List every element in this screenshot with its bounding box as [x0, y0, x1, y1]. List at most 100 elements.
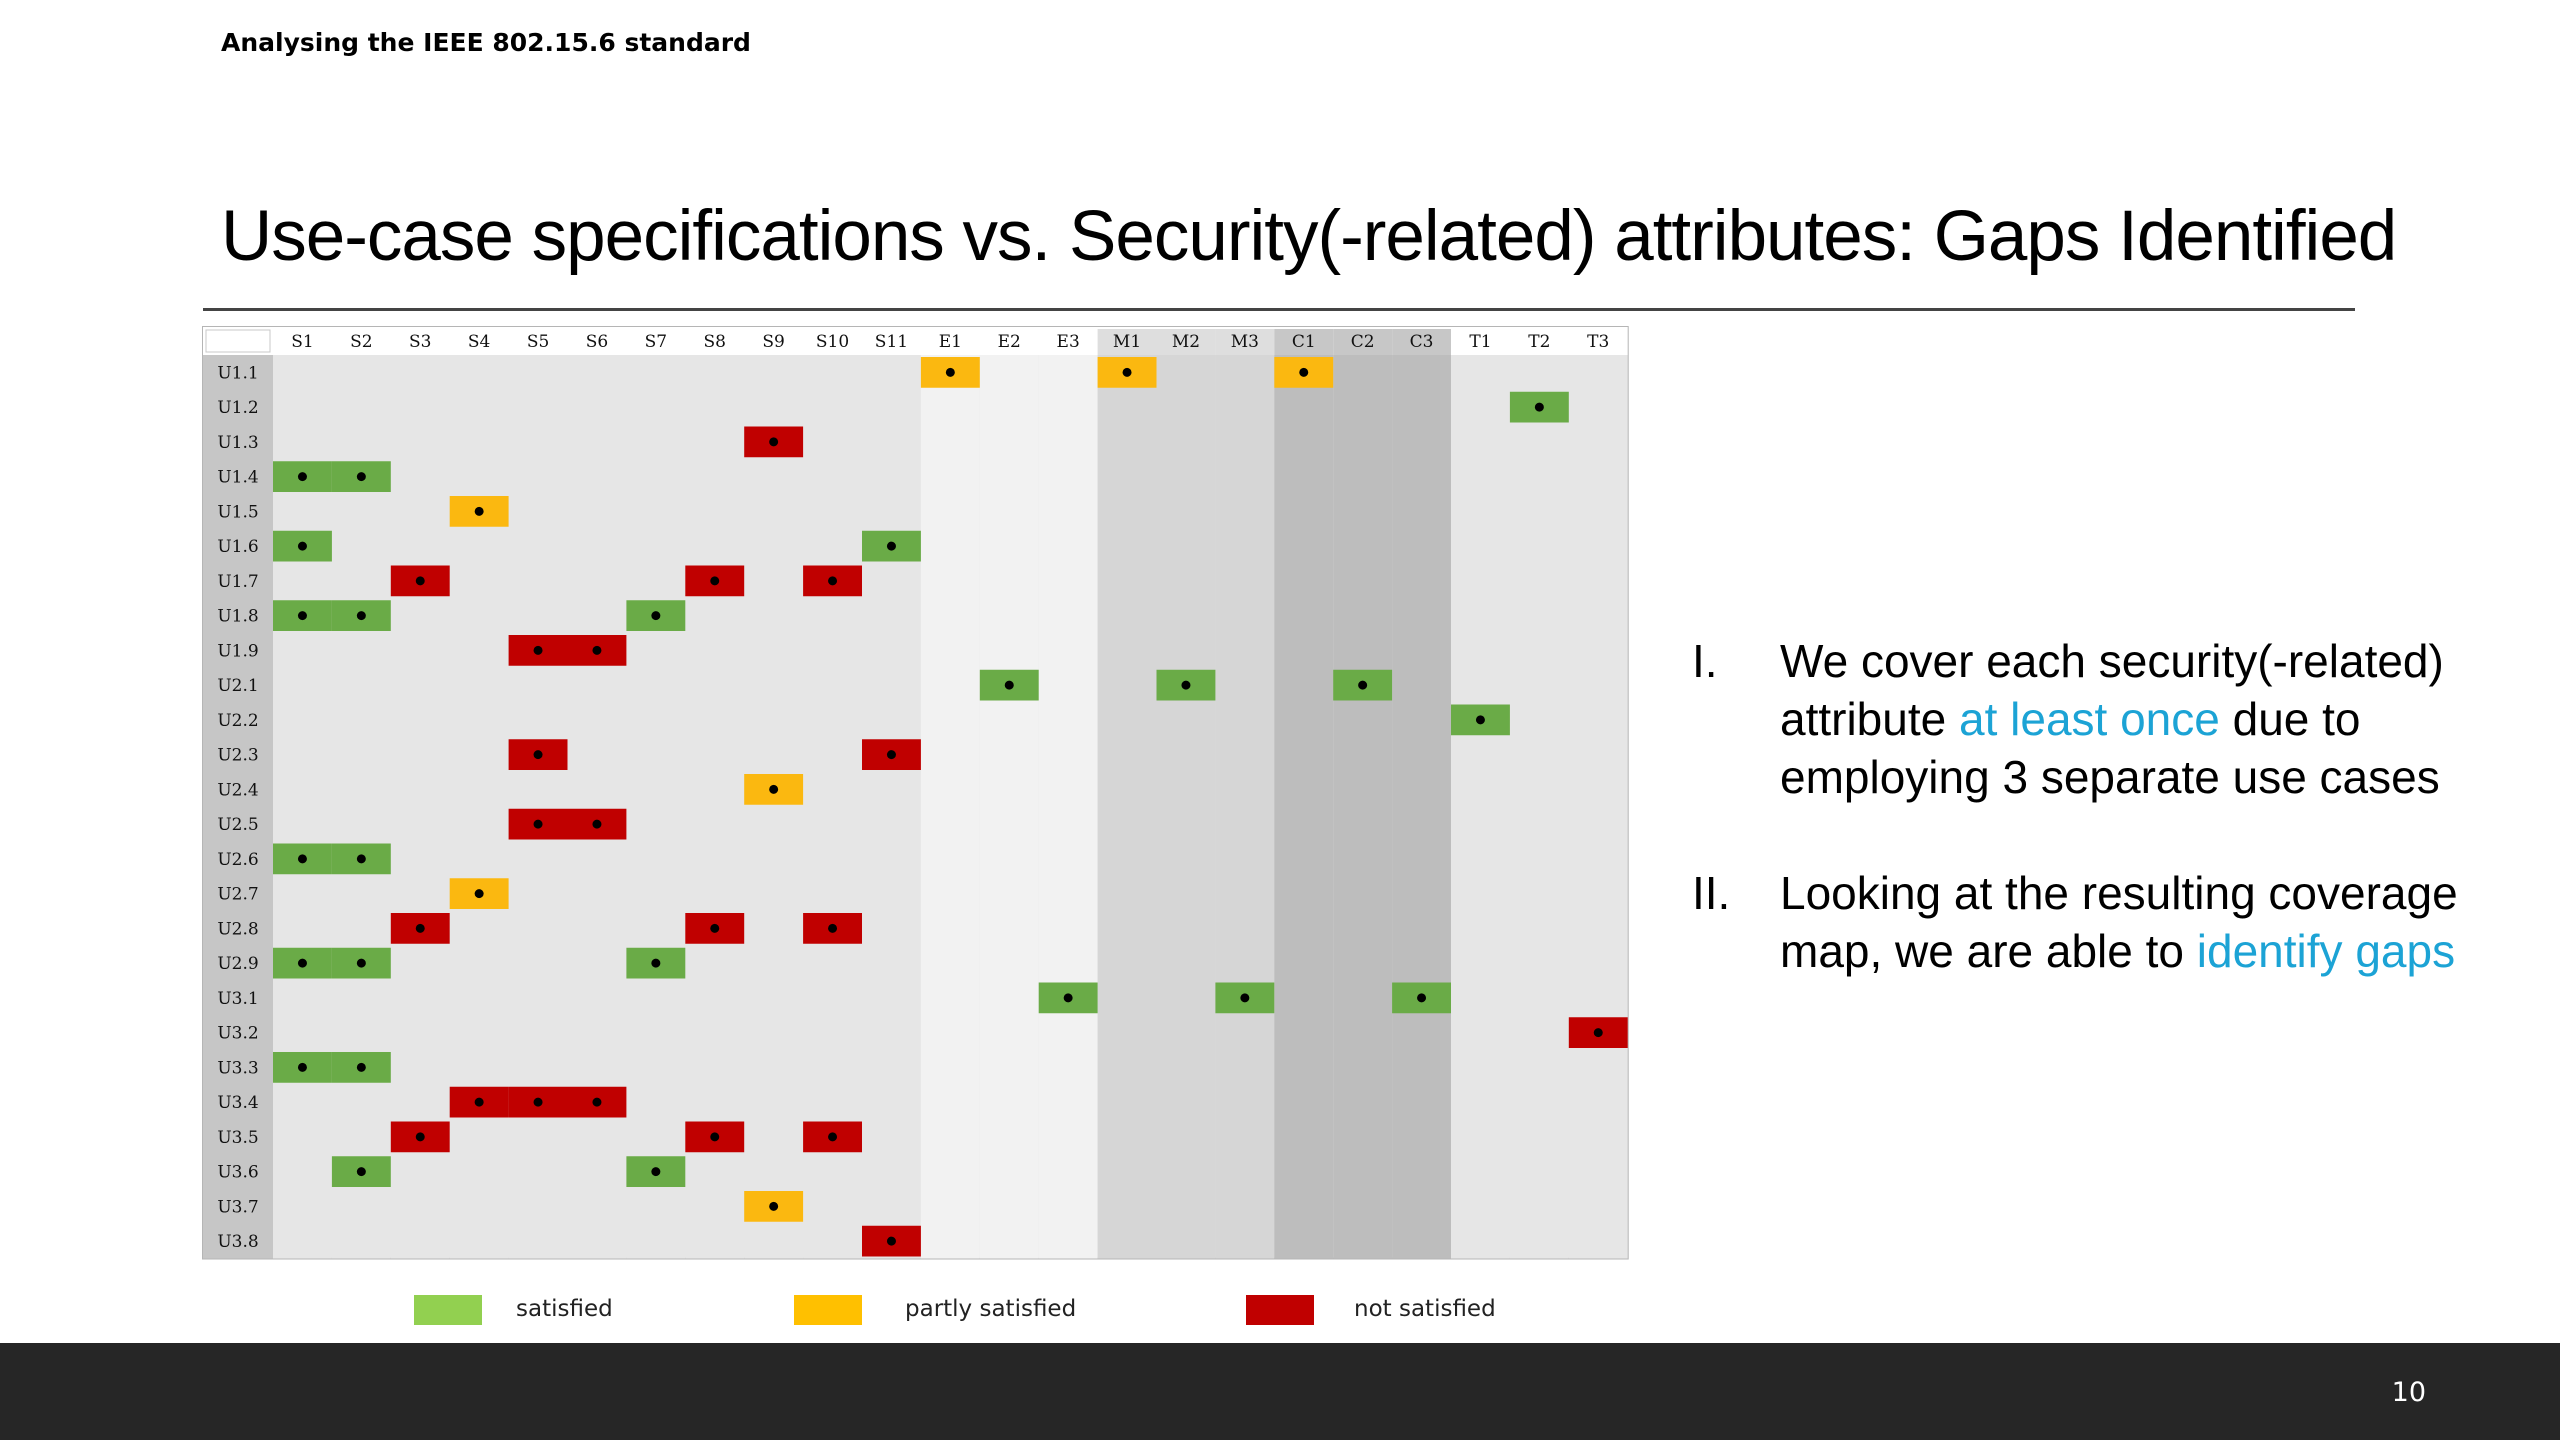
column-label: S4 [468, 332, 490, 352]
cell-dot [1181, 680, 1191, 690]
column-band [331, 355, 391, 1259]
note-item: II. Looking at the resulting coverage ma… [1692, 864, 2492, 980]
cell-dot [297, 854, 307, 864]
header-cell [1156, 329, 1216, 355]
cell-dot [592, 645, 602, 655]
cell-dot [710, 923, 720, 933]
cell-dot [651, 958, 661, 968]
cell-dot [1417, 993, 1427, 1003]
column-label: E2 [998, 332, 1021, 352]
note-number: II. [1692, 867, 1731, 919]
slide-title: Use-case specifications vs. Security(-re… [221, 197, 2397, 276]
cell-dot [533, 750, 543, 760]
column-band [862, 355, 921, 1259]
header-cell [1215, 329, 1275, 355]
cell-dot [945, 367, 955, 377]
row-label: U1.6 [217, 537, 258, 557]
cell-dot [1358, 680, 1368, 690]
row-label: U1.7 [217, 572, 258, 592]
column-band [1568, 355, 1628, 1259]
cell-dot [710, 576, 720, 586]
note-highlight: identify gaps [2196, 925, 2456, 977]
row-label: U2.2 [217, 711, 258, 731]
note-text-before: Looking at the resulting coverage map, w… [1780, 867, 2458, 977]
cell-dot [1240, 993, 1250, 1003]
cell-dot [651, 611, 661, 621]
column-band [685, 355, 745, 1259]
column-band [979, 355, 1039, 1259]
row-label: U2.3 [217, 746, 258, 766]
cell-dot [1299, 367, 1309, 377]
cell-dot [356, 958, 366, 968]
row-label: U2.4 [217, 780, 258, 800]
note-highlight: at least once [1959, 693, 2220, 745]
column-label: S2 [350, 332, 372, 352]
cell-dot [1593, 1028, 1603, 1038]
column-band [1274, 355, 1334, 1259]
row-label: U3.3 [217, 1058, 258, 1078]
column-band [1038, 355, 1098, 1259]
column-label: M3 [1231, 332, 1259, 352]
cell-dot [297, 611, 307, 621]
column-label: E1 [939, 332, 962, 352]
cell-dot [356, 1167, 366, 1177]
cell-dot [1063, 993, 1073, 1003]
cell-dot [769, 784, 779, 794]
column-label: S10 [816, 332, 849, 352]
column-label: S9 [762, 332, 784, 352]
cell-dot [886, 750, 896, 760]
cell-dot [592, 819, 602, 829]
cell-dot [886, 1236, 896, 1246]
column-band [1392, 355, 1451, 1259]
column-label: C3 [1410, 332, 1434, 352]
cell-dot [356, 1062, 366, 1072]
row-label-column [203, 355, 273, 1259]
cell-dot [769, 1201, 779, 1211]
coverage-matrix: S1 S2 S3 S4 S5 S6 S7 S8 S9 S10 S11 E1 E2 E3 M1 M2 M3 C1 C2… [202, 326, 1629, 1260]
row-label: U3.1 [217, 989, 258, 1009]
row-label: U1.1 [217, 363, 258, 383]
cell-dot [828, 1132, 838, 1142]
header-cell [1097, 329, 1157, 355]
notes-list: I. We cover each security(-related) attr… [1692, 632, 2492, 1038]
note-item: I. We cover each security(-related) attr… [1692, 632, 2492, 806]
column-band [803, 355, 862, 1259]
column-band [1215, 355, 1275, 1259]
row-label: U2.1 [217, 676, 258, 696]
row-label: U1.4 [217, 468, 258, 488]
row-label: U3.5 [217, 1128, 258, 1148]
cell-dot [828, 576, 838, 586]
cell-dot [297, 1062, 307, 1072]
header-cell [1333, 329, 1393, 355]
row-label: U2.8 [217, 919, 258, 939]
column-band [567, 355, 627, 1259]
row-label: U3.7 [217, 1197, 258, 1217]
column-band [449, 355, 509, 1259]
column-band [508, 355, 568, 1259]
cell-dot [356, 472, 366, 482]
row-label: U3.2 [217, 1024, 258, 1044]
note-text-after: due to employing 3 separate use cases [1780, 693, 2440, 803]
cell-dot [886, 541, 896, 551]
cell-dot [769, 437, 779, 447]
row-label: U3.6 [217, 1163, 258, 1183]
column-label: M1 [1113, 332, 1141, 352]
row-label: U3.8 [217, 1232, 258, 1252]
cell-dot [1004, 680, 1014, 690]
page-number: 10 [2391, 1377, 2426, 1408]
cell-dot [356, 611, 366, 621]
cell-dot [828, 923, 838, 933]
column-label: M2 [1172, 332, 1200, 352]
column-label: S5 [527, 332, 549, 352]
cell-dot [356, 854, 366, 864]
column-band [1333, 355, 1393, 1259]
cell-dot [415, 1132, 425, 1142]
column-label: C2 [1351, 332, 1375, 352]
cell-dot [592, 1097, 602, 1107]
column-label: S11 [875, 332, 908, 352]
column-band [744, 355, 804, 1259]
column-label: T3 [1587, 332, 1609, 352]
row-label: U2.9 [217, 954, 258, 974]
cell-dot [415, 923, 425, 933]
row-label: U1.9 [217, 641, 258, 661]
